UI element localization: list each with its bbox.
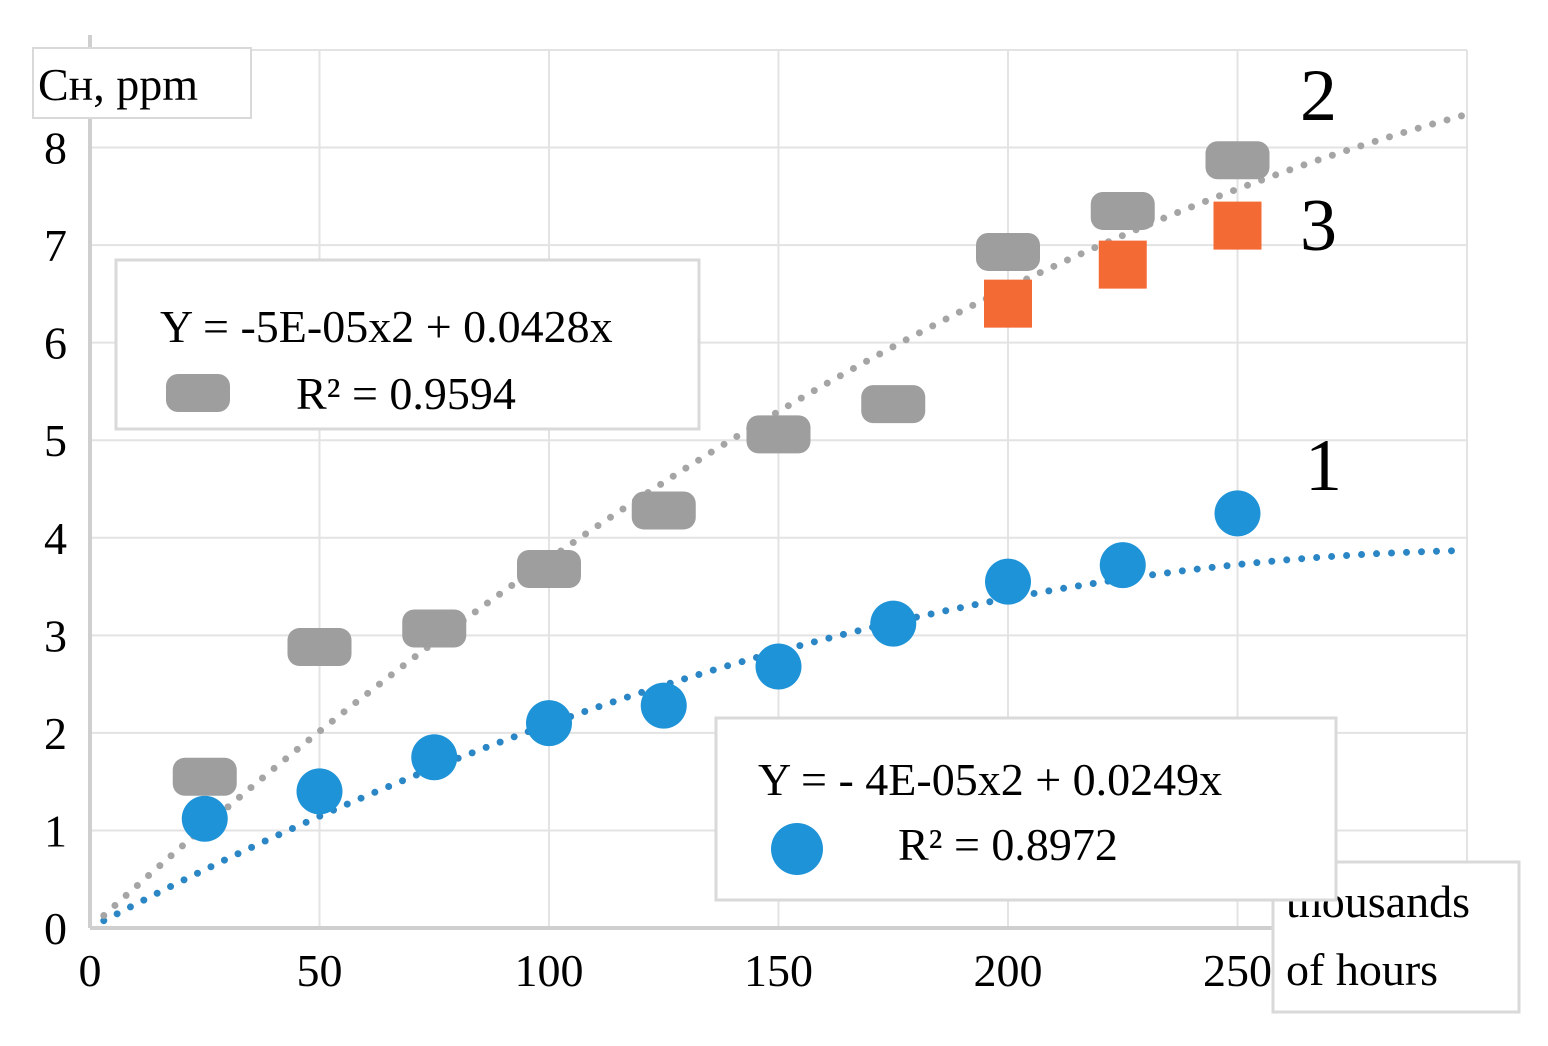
marker-series-1 xyxy=(985,558,1031,605)
series-3-number: 3 xyxy=(1300,185,1337,267)
legend-1-r2: R² = 0.8972 xyxy=(898,819,1118,870)
marker-series-2 xyxy=(172,757,237,796)
marker-series-2 xyxy=(746,415,811,454)
marker-series-2 xyxy=(631,491,696,530)
x-tick-labels: 0 50 100 150 200 250 xyxy=(79,945,1273,996)
series-1-number: 1 xyxy=(1305,425,1342,507)
x-tick-label: 150 xyxy=(744,945,813,996)
marker-series-1 xyxy=(1099,542,1146,589)
marker-series-2 xyxy=(517,549,581,588)
x-tick-label: 50 xyxy=(297,945,343,996)
legend-2-marker xyxy=(166,374,230,412)
marker-series-2 xyxy=(976,232,1040,271)
legend-2-equation: Y = -5E-05x2 + 0.0428x xyxy=(160,301,613,352)
y-tick-label: 5 xyxy=(44,415,67,466)
marker-series-2 xyxy=(1205,141,1270,180)
legend-2-r2: R² = 0.9594 xyxy=(296,368,516,419)
y-axis-label-box: Cн, ppm xyxy=(32,47,252,119)
y-tick-label: 7 xyxy=(44,220,67,271)
x-tick-label: 0 xyxy=(79,945,102,996)
x-tick-label: 200 xyxy=(974,945,1043,996)
data-markers xyxy=(172,141,1270,842)
y-tick-label: 1 xyxy=(44,805,67,856)
y-tick-labels: 0 1 2 3 4 5 6 7 8 xyxy=(44,123,67,954)
y-tick-label: 2 xyxy=(44,708,67,759)
marker-series-3 xyxy=(1098,240,1147,289)
legend-series-2: Y = -5E-05x2 + 0.0428x R² = 0.9594 xyxy=(114,258,701,431)
legend-series-1: Y = - 4E-05x2 + 0.0249x R² = 0.8972 xyxy=(714,716,1338,902)
y-axis-label: Cн, ppm xyxy=(38,59,198,110)
marker-series-1 xyxy=(1214,490,1261,537)
marker-series-1 xyxy=(526,700,572,747)
marker-series-2 xyxy=(861,385,926,424)
marker-series-1 xyxy=(411,734,458,781)
marker-series-2 xyxy=(287,628,352,667)
x-tick-label: 250 xyxy=(1203,945,1272,996)
y-tick-label: 6 xyxy=(44,318,67,369)
x-tick-label: 100 xyxy=(515,945,584,996)
marker-series-1 xyxy=(181,795,228,842)
trend-line-series-2 xyxy=(100,112,1466,919)
marker-series-1 xyxy=(296,768,343,815)
marker-series-1 xyxy=(870,600,917,647)
axes xyxy=(88,35,1467,930)
marker-series-3 xyxy=(984,279,1032,328)
marker-series-2 xyxy=(402,609,467,648)
y-tick-label: 8 xyxy=(44,123,67,174)
y-tick-label: 4 xyxy=(44,513,67,564)
series-2-number: 2 xyxy=(1300,55,1337,137)
x-axis-label-line-2: of hours xyxy=(1286,944,1438,995)
marker-series-1 xyxy=(755,643,802,690)
marker-series-2 xyxy=(1090,191,1155,230)
legend-1-marker xyxy=(771,823,823,875)
y-tick-label: 3 xyxy=(44,610,67,661)
y-tick-label: 0 xyxy=(44,903,67,954)
legend-1-equation: Y = - 4E-05x2 + 0.0249x xyxy=(758,754,1222,805)
marker-series-1 xyxy=(640,682,687,729)
marker-series-3 xyxy=(1213,201,1262,250)
